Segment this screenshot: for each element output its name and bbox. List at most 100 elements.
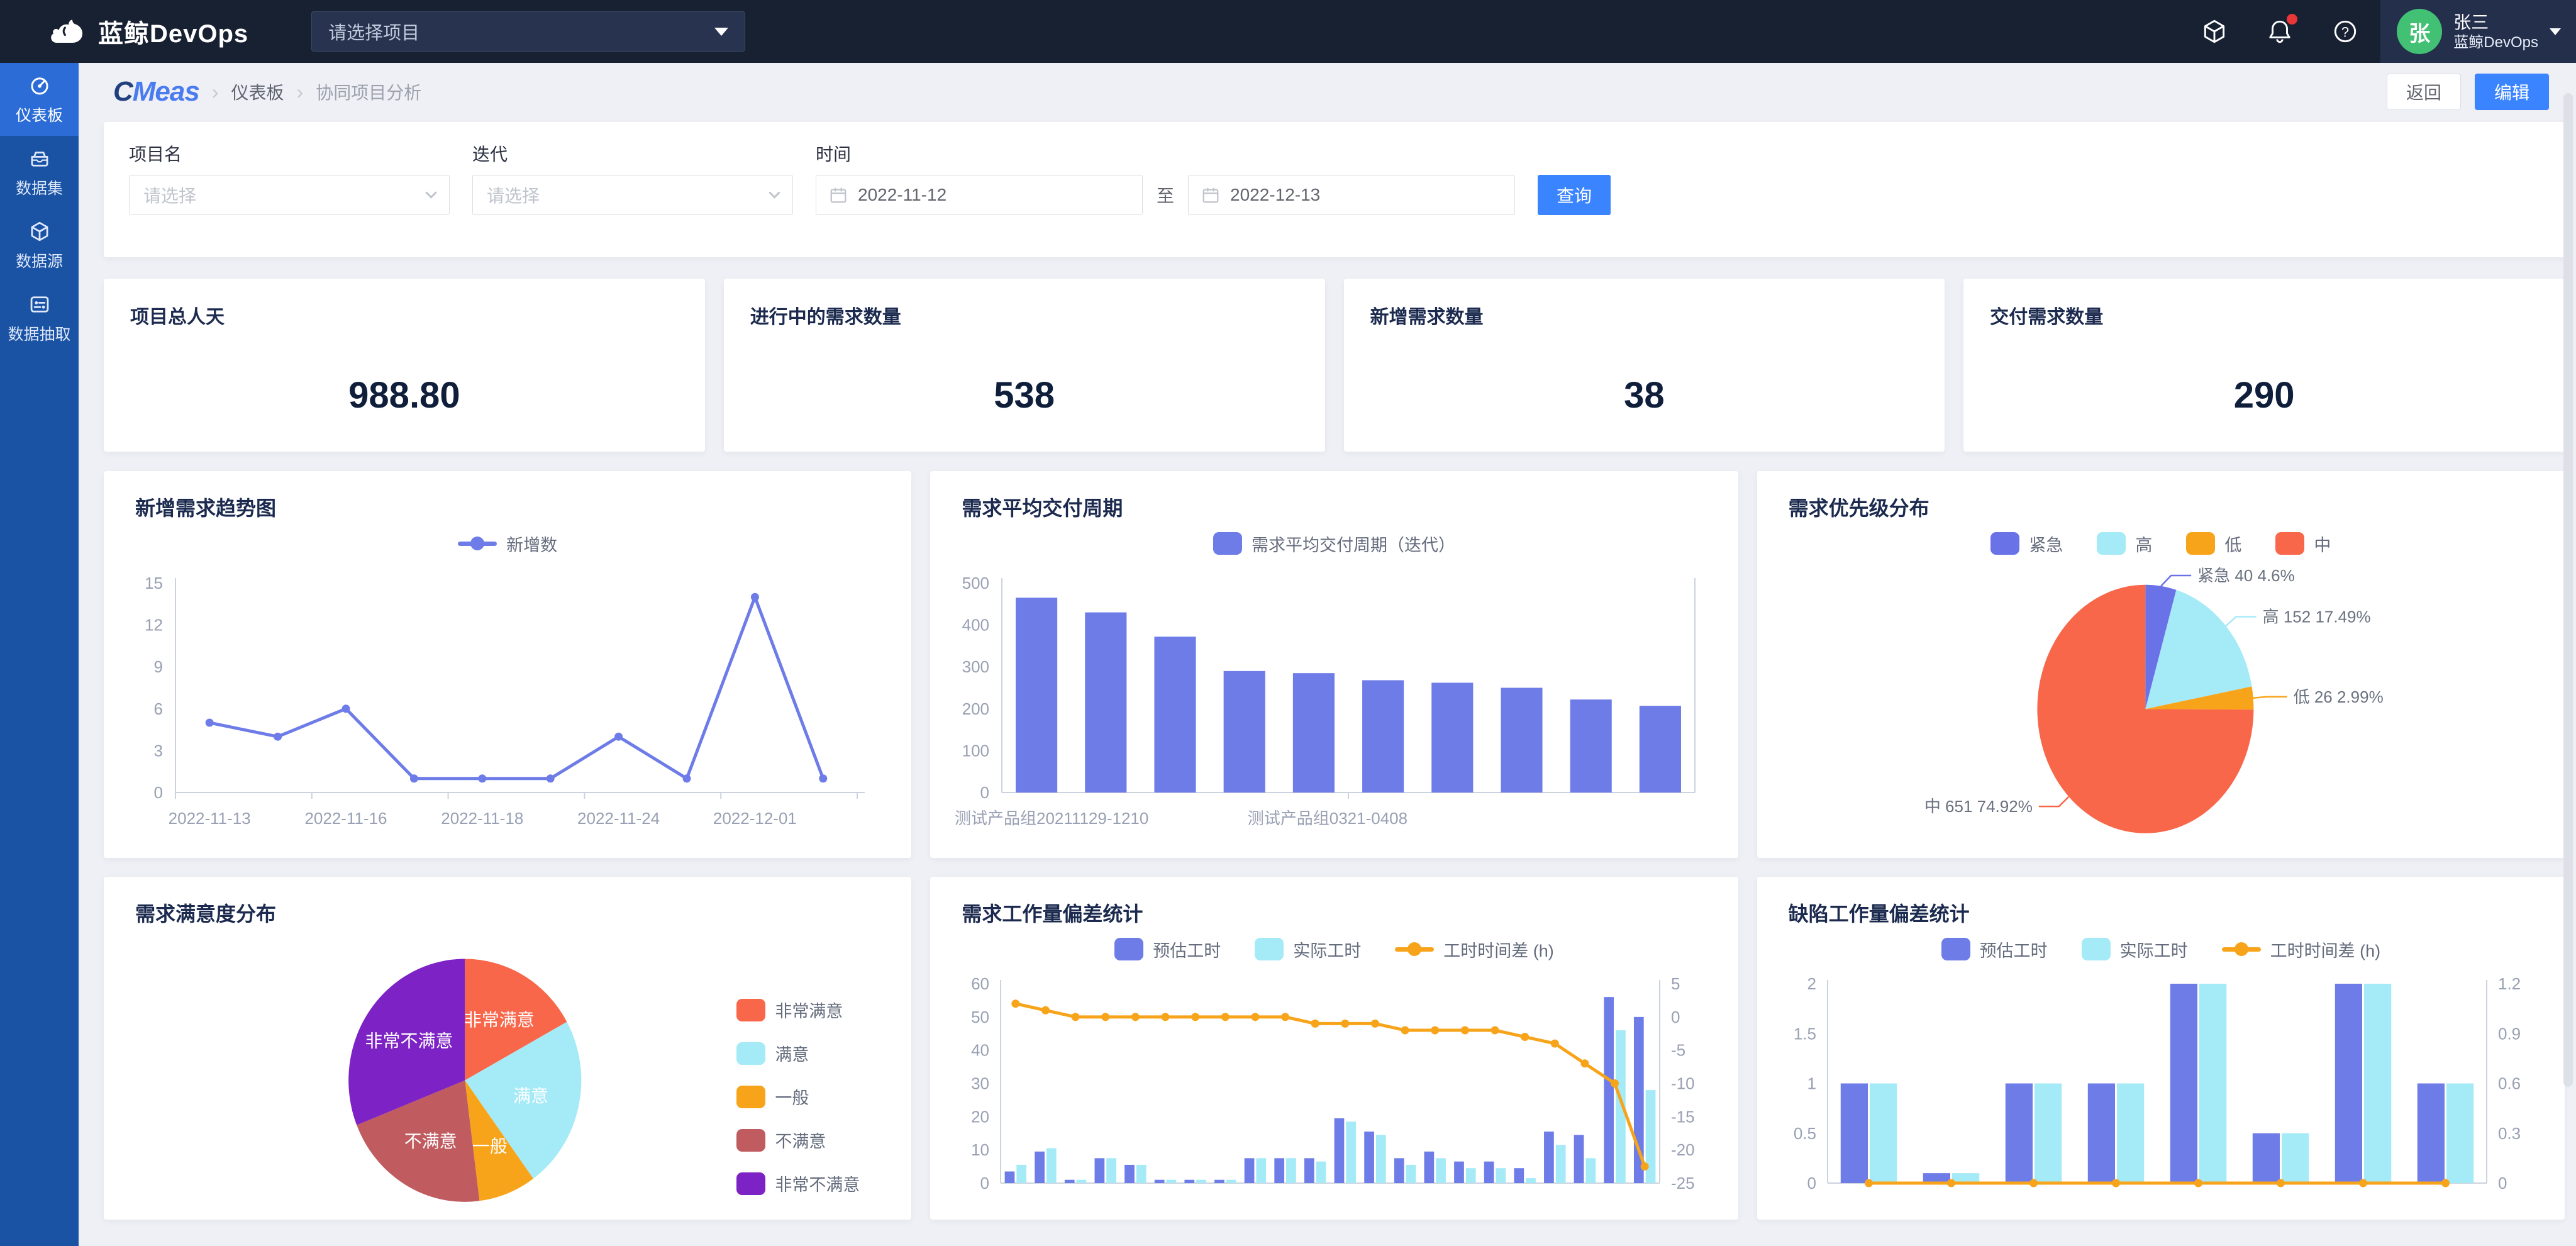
navbar-actions: ?: [2197, 14, 2363, 49]
breadcrumb: CMeas › 仪表板 › 协同项目分析 返回 编辑: [79, 63, 2576, 121]
svg-text:-25: -25: [1671, 1174, 1695, 1193]
legend-swatch: [2097, 532, 2126, 555]
sidebar-item-data-extract[interactable]: 数据抽取: [0, 282, 79, 355]
legend-item[interactable]: 非常满意: [736, 998, 860, 1022]
back-button[interactable]: 返回: [2387, 74, 2461, 110]
legend-swatch: [1255, 938, 1284, 960]
sidebar-item-dataset[interactable]: 数据集: [0, 136, 79, 209]
stat-card-in-progress-demands: 进行中的需求数量 538: [723, 279, 1325, 452]
project-filter-label: 项目名: [129, 145, 182, 164]
legend-item[interactable]: 实际工时: [1255, 937, 1361, 962]
select-placeholder: 请选择: [143, 186, 197, 206]
svg-text:0.3: 0.3: [2498, 1124, 2521, 1143]
svg-text:0: 0: [2498, 1174, 2507, 1193]
stat-value: 290: [2233, 375, 2295, 416]
legend-item[interactable]: 预估工时: [1941, 937, 2048, 962]
svg-text:0.9: 0.9: [2498, 1024, 2521, 1043]
iteration-filter-select[interactable]: 请选择: [472, 175, 793, 215]
notifications-bell-button[interactable]: [2262, 14, 2298, 49]
legend-label: 高: [2135, 535, 2153, 555]
vertical-scrollbar[interactable]: [2563, 93, 2573, 1087]
priority-distribution-chart: 紧急 高 低 中紧急 40 4.6% 高 152 17.49% 低 26 2.99% 中 6…: [1774, 521, 2548, 842]
svg-text:高 152 17.49%: 高 152 17.49%: [2262, 607, 2370, 626]
iteration-filter: 迭代 请选择: [472, 145, 793, 215]
chart-card-avg-delivery-cycle: 需求平均交付周期 需求平均交付周期（迭代） 0 100 200 300 400 500 测试产…: [930, 471, 1738, 858]
legend-item[interactable]: 满意: [736, 1041, 860, 1065]
legend-label: 中: [2314, 535, 2331, 555]
legend-item[interactable]: 中: [2275, 531, 2331, 556]
stat-card-delivered-demands: 交付需求数量 290: [1963, 279, 2565, 452]
whale-logo-icon: [49, 16, 86, 47]
chart-legend: 预估工时 实际工时 工时时间差 (h): [1774, 927, 2548, 971]
svg-text:0.5: 0.5: [1794, 1124, 1816, 1143]
user-menu[interactable]: 张 张三 蓝鲸DevOps: [2380, 0, 2576, 63]
stat-label: 新增需求数量: [1370, 307, 1484, 328]
help-button[interactable]: ?: [2328, 14, 2363, 49]
svg-text:紧急 40 4.6%: 紧急 40 4.6%: [2197, 566, 2295, 585]
user-name: 张三: [2453, 12, 2489, 32]
app-logo[interactable]: 蓝鲸DevOps: [49, 13, 248, 50]
legend-item[interactable]: 工时时间差 (h): [2221, 937, 2380, 962]
top-navbar: 蓝鲸DevOps 请选择项目 ? 张 张三 蓝鲸De: [0, 0, 2576, 63]
chart-title: 需求工作量偏差统计: [962, 903, 1143, 925]
svg-text:0: 0: [980, 783, 989, 802]
legend-swatch: [1213, 532, 1242, 555]
legend-item[interactable]: 非常不满意: [736, 1171, 860, 1196]
svg-text:1.5: 1.5: [1794, 1024, 1816, 1043]
svg-text:测试产品组0321-0408: 测试产品组0321-0408: [1248, 809, 1407, 828]
legend-item[interactable]: 高: [2097, 531, 2152, 556]
chart-legend: 新增数: [120, 521, 895, 565]
chevron-down-icon: [425, 186, 437, 199]
legend-item[interactable]: 实际工时: [2081, 937, 2188, 962]
legend-item[interactable]: 不满意: [736, 1128, 860, 1152]
legend-swatch: [1941, 938, 1970, 960]
extract-icon: [30, 296, 48, 313]
legend-label: 一般: [775, 1089, 809, 1108]
legend-item[interactable]: 新增数: [458, 531, 557, 556]
legend-label: 低: [2224, 535, 2242, 555]
sidebar-item-dashboard[interactable]: 仪表板: [0, 63, 79, 136]
legend-item[interactable]: 紧急: [1990, 531, 2063, 556]
chart-title: 缺陷工作量偏差统计: [1788, 903, 1970, 925]
stat-card-new-demands: 新增需求数量 38: [1343, 279, 1945, 452]
apps-cube-button[interactable]: [2197, 14, 2232, 49]
svg-text:-15: -15: [1671, 1107, 1695, 1126]
svg-text:2022-11-24: 2022-11-24: [577, 809, 660, 828]
legend-item[interactable]: 需求平均交付周期（迭代）: [1213, 531, 1455, 556]
date-from-input[interactable]: 2022-11-12: [816, 175, 1143, 215]
stat-card-total-person-days: 项目总人天 988.80: [104, 279, 705, 452]
date-from-value: 2022-11-12: [858, 185, 947, 204]
sidebar-item-datasource[interactable]: 数据源: [0, 209, 79, 282]
legend-line-swatch: [458, 532, 497, 555]
svg-text:5: 5: [1671, 974, 1680, 993]
project-select[interactable]: 请选择项目: [311, 11, 746, 52]
project-filter-select[interactable]: 请选择: [129, 175, 450, 215]
cmeas-logo[interactable]: CMeas: [113, 76, 200, 107]
date-to-input[interactable]: 2022-12-13: [1188, 175, 1516, 215]
stat-cards: 项目总人天 988.80 进行中的需求数量 538 新增需求数量 38 交付需求…: [104, 279, 2565, 452]
main-content: CMeas › 仪表板 › 协同项目分析 返回 编辑 项目名 请选择 迭代 请选…: [79, 63, 2576, 1220]
project-filter: 项目名 请选择: [129, 145, 450, 215]
legend-item[interactable]: 工时时间差 (h): [1395, 937, 1554, 962]
chart-card-satisfaction-distribution: 需求满意度分布 非常满意 满意 一般 不满意 非常不满意 非常满意 满意 一般 不满意 非常不满意: [104, 877, 912, 1220]
stat-value: 988.80: [348, 375, 460, 416]
edit-button[interactable]: 编辑: [2475, 74, 2549, 110]
svg-text:15: 15: [145, 574, 163, 592]
stat-label: 项目总人天: [130, 307, 225, 328]
legend-item[interactable]: 低: [2186, 531, 2241, 556]
query-button[interactable]: 查询: [1538, 175, 1611, 215]
svg-text:20: 20: [971, 1107, 989, 1126]
chart-legend: 紧急 高 低 中: [1774, 521, 2548, 565]
breadcrumb-item-dashboard[interactable]: 仪表板: [231, 83, 284, 103]
time-filter: 时间 2022-11-12 至 2022-12-13: [816, 145, 1516, 215]
svg-text:-20: -20: [1671, 1140, 1695, 1159]
svg-text:12: 12: [145, 616, 163, 635]
svg-text:0: 0: [1807, 1174, 1816, 1193]
breadcrumb-separator: ›: [211, 80, 219, 103]
legend-item[interactable]: 预估工时: [1114, 937, 1221, 962]
legend-item[interactable]: 一般: [736, 1084, 860, 1109]
svg-text:6: 6: [154, 699, 163, 718]
svg-text:400: 400: [962, 616, 989, 635]
svg-text:满意: 满意: [513, 1086, 548, 1106]
svg-text:3: 3: [154, 741, 163, 760]
